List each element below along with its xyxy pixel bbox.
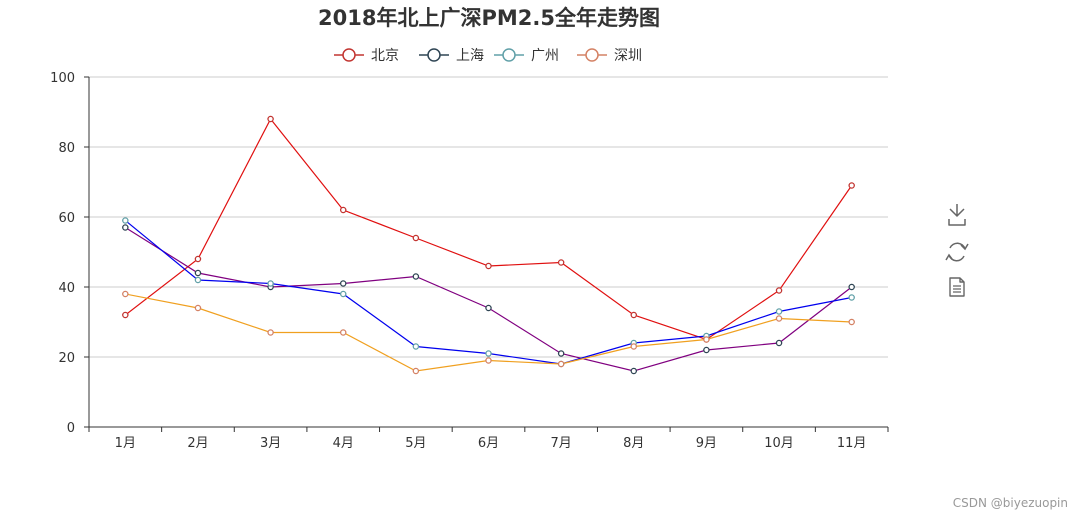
data-point[interactable] [412,367,420,375]
data-point[interactable] [412,273,420,280]
x-tick-label: 11月 [837,436,867,451]
axes: 0 20 40 60 80 100 1月 2月 3月 4月 5月 6月 7月 8月 9月 10月 11月 [50,71,889,451]
legend-marker-icon [502,48,516,62]
x-tick-label: 4月 [333,436,354,451]
y-tick-label: 80 [58,141,75,156]
data-point[interactable] [630,367,638,375]
restore-icon[interactable] [945,242,969,262]
data-point[interactable] [485,304,492,312]
toolbox [945,204,969,297]
x-tick-label: 7月 [550,436,571,451]
data-point[interactable] [267,115,274,123]
data-view-icon[interactable] [949,277,965,297]
y-tick-label: 0 [67,421,75,436]
legend-item[interactable]: 上海 [419,48,484,64]
legend: 北京 上海 广州 深圳 [334,48,642,64]
data-point[interactable] [485,350,492,357]
x-tick-label: 5月 [405,436,426,451]
x-tick-label: 1月 [115,436,136,451]
x-tick-label: 9月 [696,436,717,451]
series-layer [122,115,855,375]
grid-lines [89,76,888,358]
data-point[interactable] [339,290,347,298]
data-point[interactable] [557,259,565,266]
legend-marker-icon [585,48,599,62]
data-point[interactable] [122,217,129,224]
data-point[interactable] [848,318,855,326]
legend-label: 深圳 [614,48,642,64]
data-point[interactable] [703,336,710,343]
legend-item[interactable]: 广州 [494,48,559,64]
data-point[interactable] [848,294,855,301]
data-point[interactable] [122,290,129,298]
data-point[interactable] [557,360,565,368]
data-point[interactable] [775,339,783,347]
legend-label: 广州 [531,48,559,64]
legend-marker-icon [342,48,356,62]
series-3 [122,290,855,375]
data-point[interactable] [848,283,855,291]
series-0 [122,115,855,343]
data-point[interactable] [412,234,420,242]
data-point[interactable] [339,206,347,214]
y-tick-label: 40 [58,281,75,296]
data-point[interactable] [194,304,202,312]
series-2 [122,217,855,368]
series-line [124,220,852,365]
data-point[interactable] [194,269,202,277]
x-tick-label: 8月 [623,436,644,451]
data-point[interactable] [412,343,420,350]
y-tick-label: 100 [50,71,75,86]
data-point[interactable] [485,262,492,270]
save-image-icon[interactable] [948,204,966,226]
data-point[interactable] [194,276,202,284]
data-point[interactable] [557,350,565,357]
legend-item[interactable]: 北京 [334,48,399,64]
data-point[interactable] [267,280,274,287]
data-point[interactable] [485,357,492,364]
data-point[interactable] [630,343,638,350]
data-point[interactable] [775,315,783,322]
legend-item[interactable]: 深圳 [577,48,642,64]
data-point[interactable] [775,308,783,315]
x-tick-label: 2月 [187,436,208,451]
series-line [124,226,853,372]
data-point[interactable] [194,255,202,263]
data-point[interactable] [122,311,129,319]
y-tick-label: 20 [58,351,75,366]
data-point[interactable] [848,182,855,189]
legend-marker-icon [427,48,441,62]
data-point[interactable] [339,329,347,336]
chart-title: 2018年北上广深PM2.5全年走势图 [318,6,660,30]
data-point[interactable] [703,346,710,354]
legend-label: 北京 [371,48,399,64]
x-tick-label: 6月 [478,436,499,451]
x-tick-label: 10月 [764,436,794,451]
data-point[interactable] [775,287,783,294]
data-point[interactable] [339,280,347,287]
watermark: CSDN @biyezuopin [953,496,1068,510]
y-tick-label: 60 [58,211,75,226]
legend-label: 上海 [456,48,484,64]
data-point[interactable] [630,311,638,319]
data-point[interactable] [122,224,129,231]
x-tick-label: 3月 [260,436,281,451]
data-point[interactable] [267,329,274,336]
